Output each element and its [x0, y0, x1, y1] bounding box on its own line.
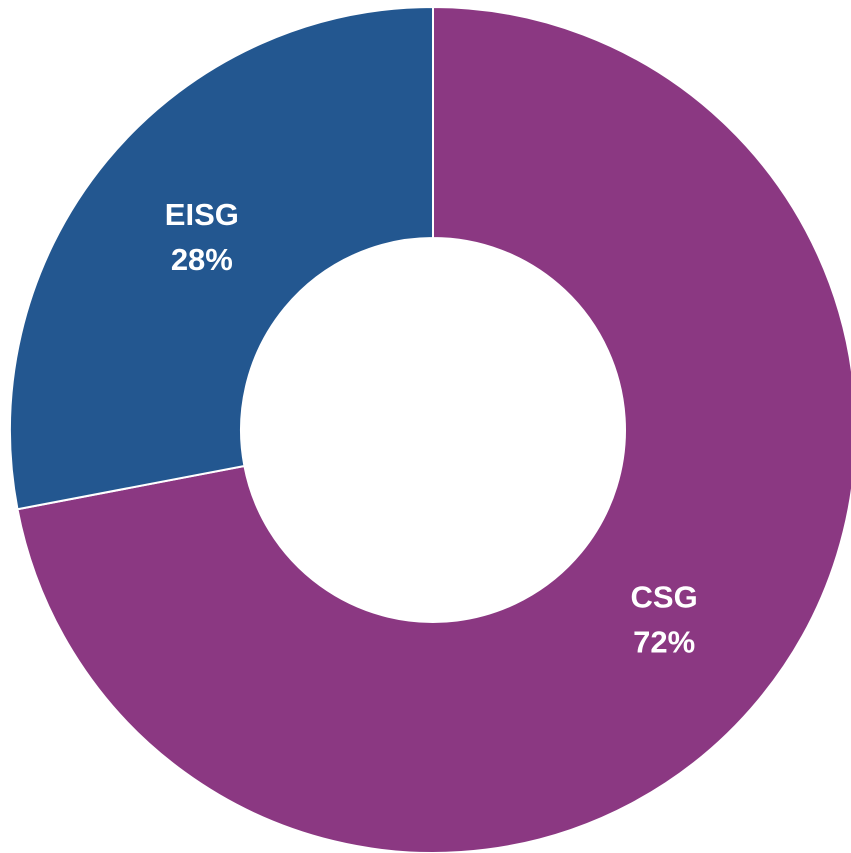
slice-value-label: 72% [633, 624, 695, 659]
donut-slice [9, 5, 434, 511]
slice-category-label: EISG [165, 197, 239, 232]
slice-category-label: CSG [631, 579, 698, 614]
slice-value-label: 28% [171, 242, 233, 277]
donut-slice [16, 5, 851, 853]
